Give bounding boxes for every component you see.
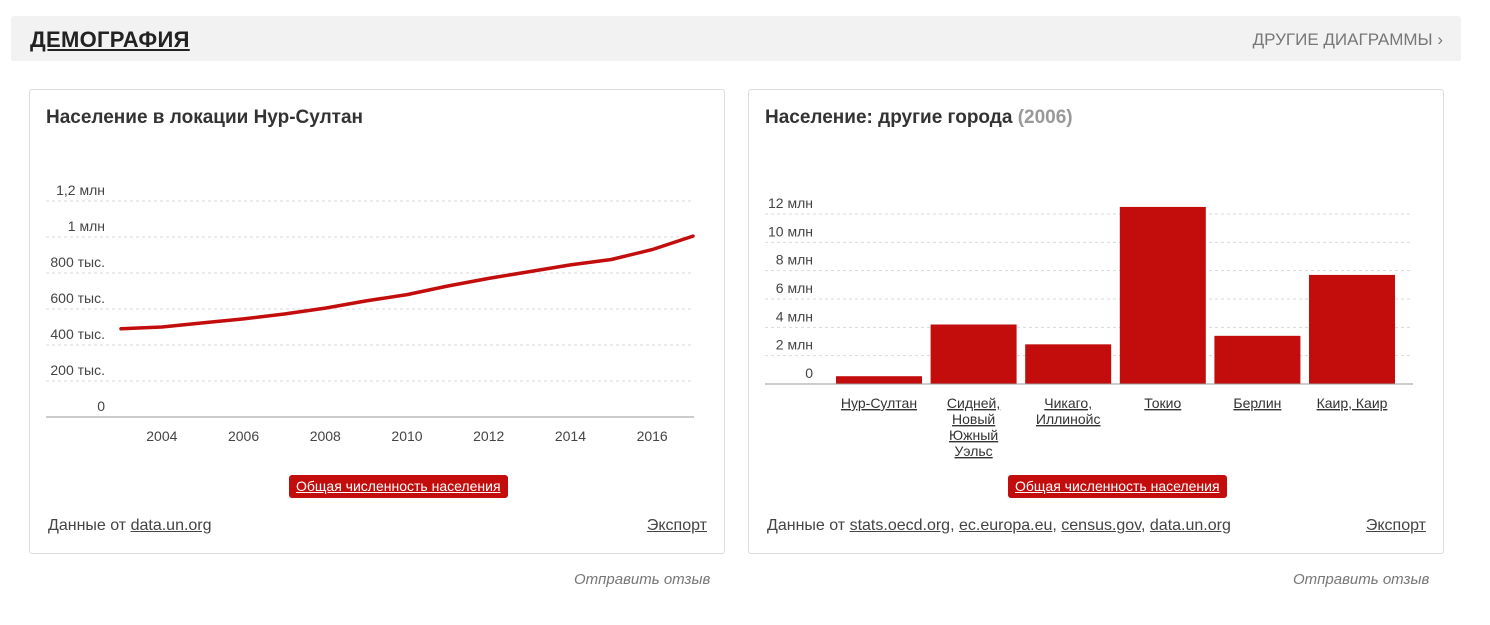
y-tick-label: 4 млн <box>776 308 813 324</box>
x-tick-label: 2006 <box>228 428 259 444</box>
y-tick-label: 800 тыс. <box>50 254 105 270</box>
line-series-button[interactable]: Общая численность населения <box>289 475 508 498</box>
bar-chart-title-year: (2006) <box>1017 107 1073 128</box>
line-source-prefix: Данные от <box>48 517 127 534</box>
category-label: Новый <box>952 411 995 427</box>
y-tick-label: 12 млн <box>768 195 813 211</box>
section-title: ДЕМОГРАФИЯ <box>30 27 190 52</box>
bar-export-link[interactable]: Экспорт <box>1365 517 1426 534</box>
y-tick-label: 0 <box>97 398 105 414</box>
y-tick-label: 10 млн <box>768 223 813 239</box>
y-tick-label: 0 <box>805 365 813 381</box>
x-tick-label: 2010 <box>391 428 422 444</box>
bar-chart-title-text: Население: другие города <box>765 107 1013 128</box>
bar-source-prefix: Данные от <box>767 517 846 534</box>
category-label: Токио <box>1144 395 1181 411</box>
line-source-link[interactable]: data.un.org <box>130 517 212 534</box>
y-tick-label: 400 тыс. <box>50 326 105 342</box>
x-tick-label: 2016 <box>637 428 668 444</box>
bar <box>1309 274 1395 384</box>
line-source: Данные от data.un.org <box>48 517 212 535</box>
bar-series-button[interactable]: Общая численность населения <box>1008 475 1227 498</box>
y-tick-label: 2 млн <box>776 337 813 353</box>
category-label: Иллинойс <box>1036 411 1101 427</box>
bar-source-link-eurostat[interactable]: ec.europa.eu <box>958 517 1053 534</box>
category-label: Чикаго, <box>1044 395 1092 411</box>
x-tick-label: 2014 <box>555 428 586 444</box>
other-charts-link[interactable]: ДРУГИЕ ДИАГРАММЫ › <box>1252 30 1443 49</box>
category-label: Сидней, <box>947 395 1000 411</box>
category-label: Уэльс <box>954 443 992 459</box>
x-tick-label: 2004 <box>146 428 177 444</box>
bar <box>930 324 1017 384</box>
population-line <box>119 234 695 331</box>
bar <box>1214 335 1301 384</box>
line-feedback-link[interactable]: Отправить отзыв <box>574 571 711 588</box>
bar <box>1025 344 1112 384</box>
line-chart-title: Население в локации Нур-Султан <box>46 107 364 128</box>
y-tick-label: 1,2 млн <box>56 182 105 198</box>
bar-feedback-link[interactable]: Отправить отзыв <box>1293 571 1430 588</box>
bar-source-link-un[interactable]: data.un.org <box>1149 517 1231 534</box>
y-tick-label: 600 тыс. <box>50 290 105 306</box>
bar-chart-title: Население: другие города (2006) <box>765 107 1073 129</box>
y-tick-label: 200 тыс. <box>50 362 105 378</box>
population-line-card: Население в локации Нур-Султан 0 200 тыс.… <box>29 89 725 554</box>
line-export-link[interactable]: Экспорт <box>646 517 707 534</box>
y-tick-label: 6 млн <box>776 280 813 296</box>
bar-source-link-oecd[interactable]: stats.oecd.org <box>849 517 951 534</box>
bar-source-link-census[interactable]: census.gov <box>1061 517 1142 534</box>
section-header: ДЕМОГРАФИЯ ДРУГИЕ ДИАГРАММЫ › <box>11 16 1461 61</box>
category-label: Южный <box>949 427 998 443</box>
x-tick-label: 2008 <box>310 428 341 444</box>
cities-bar-chart: 0 2 млн 4 млн 6 млн 8 млн 10 млн 12 млн Нур-Сул… <box>765 195 1413 459</box>
category-label: Нур-Султан <box>841 395 917 411</box>
bar <box>836 376 922 384</box>
y-tick-label: 1 млн <box>68 218 105 234</box>
y-tick-label: 8 млн <box>776 252 813 268</box>
category-label: Каир, Каир <box>1317 395 1388 411</box>
category-label: Берлин <box>1233 395 1281 411</box>
bar <box>1119 206 1206 384</box>
x-tick-label: 2012 <box>473 428 504 444</box>
population-line-chart: 0 200 тыс. 400 тыс. 600 тыс. 800 тыс. 1 млн 1,… <box>46 182 695 444</box>
bar-source: Данные от stats.oecd.org, ec.europa.eu, … <box>767 517 1231 534</box>
cities-bar-card: Население: другие города (2006) 0 2 млн 4 … <box>748 89 1444 554</box>
